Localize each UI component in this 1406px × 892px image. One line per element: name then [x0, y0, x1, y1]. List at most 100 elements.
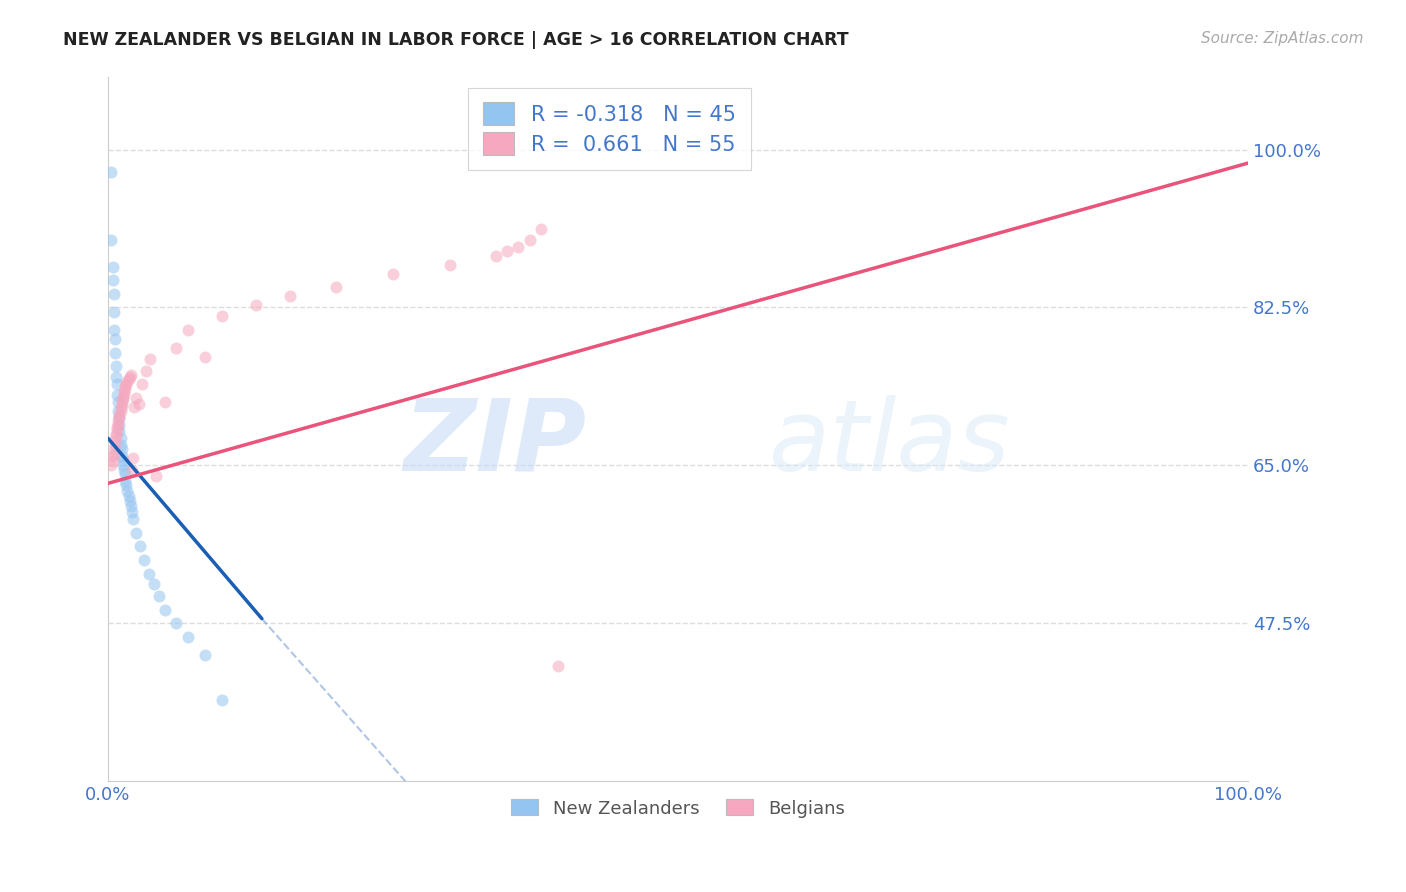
Point — [177, 630, 200, 644]
Point — [111, 392, 134, 407]
Point — [105, 388, 128, 402]
Point — [107, 413, 129, 427]
Point — [125, 525, 148, 540]
Point — [108, 408, 131, 422]
Point — [103, 323, 125, 337]
Point — [118, 370, 141, 384]
Point — [111, 395, 134, 409]
Point — [104, 359, 127, 373]
Point — [111, 390, 134, 404]
Point — [139, 351, 162, 366]
Point — [104, 370, 127, 384]
Point — [496, 244, 519, 258]
Point — [129, 540, 152, 554]
Point — [125, 391, 148, 405]
Point — [103, 305, 125, 319]
Point — [194, 350, 217, 364]
Point — [117, 483, 139, 498]
Point — [117, 372, 139, 386]
Point — [114, 379, 136, 393]
Point — [135, 363, 157, 377]
Point — [484, 249, 506, 263]
Point — [245, 298, 267, 312]
Point — [138, 566, 160, 581]
Point — [114, 467, 136, 482]
Point — [153, 602, 176, 616]
Point — [508, 240, 530, 254]
Point — [114, 474, 136, 488]
Point — [115, 478, 138, 492]
Point — [165, 616, 187, 631]
Point — [107, 395, 129, 409]
Point — [103, 442, 125, 456]
Point — [100, 233, 122, 247]
Point — [107, 417, 129, 431]
Point — [211, 693, 233, 707]
Point — [111, 453, 134, 467]
Point — [105, 377, 128, 392]
Point — [104, 433, 127, 447]
Point — [547, 658, 569, 673]
Point — [194, 648, 217, 662]
Point — [111, 458, 134, 473]
Point — [114, 382, 136, 396]
Point — [104, 429, 127, 443]
Point — [439, 258, 461, 272]
Point — [134, 553, 156, 567]
Point — [104, 438, 127, 452]
Point — [112, 387, 135, 401]
Point — [112, 463, 135, 477]
Point — [105, 422, 128, 436]
Point — [381, 267, 404, 281]
Text: NEW ZEALANDER VS BELGIAN IN LABOR FORCE | AGE > 16 CORRELATION CHART: NEW ZEALANDER VS BELGIAN IN LABOR FORCE … — [63, 31, 849, 49]
Point — [108, 411, 131, 425]
Point — [108, 410, 131, 425]
Point — [142, 577, 165, 591]
Point — [101, 260, 124, 274]
Point — [110, 431, 132, 445]
Point — [177, 323, 200, 337]
Point — [280, 289, 302, 303]
Point — [101, 273, 124, 287]
Point — [211, 310, 233, 324]
Point — [145, 469, 167, 483]
Point — [103, 446, 125, 460]
Point — [519, 233, 541, 247]
Point — [101, 454, 124, 468]
Point — [111, 450, 134, 464]
Point — [121, 505, 143, 519]
Point — [111, 442, 134, 456]
Point — [148, 589, 170, 603]
Point — [115, 377, 138, 392]
Point — [100, 165, 122, 179]
Point — [105, 419, 128, 434]
Point — [122, 512, 145, 526]
Point — [108, 424, 131, 438]
Point — [128, 397, 150, 411]
Point — [104, 426, 127, 441]
Point — [110, 438, 132, 452]
Point — [112, 384, 135, 399]
Point — [120, 499, 142, 513]
Point — [103, 287, 125, 301]
Point — [111, 398, 134, 412]
Point — [325, 279, 347, 293]
Point — [120, 368, 142, 383]
Point — [153, 395, 176, 409]
Point — [104, 345, 127, 359]
Point — [118, 494, 141, 508]
Point — [104, 332, 127, 346]
Point — [107, 404, 129, 418]
Text: ZIP: ZIP — [404, 395, 586, 491]
Point — [117, 489, 139, 503]
Point — [530, 222, 553, 236]
Point — [122, 400, 145, 414]
Point — [100, 458, 122, 473]
Text: Source: ZipAtlas.com: Source: ZipAtlas.com — [1201, 31, 1364, 46]
Point — [110, 401, 132, 416]
Point — [101, 450, 124, 464]
Legend: New Zealanders, Belgians: New Zealanders, Belgians — [503, 792, 852, 825]
Point — [165, 341, 187, 355]
Point — [131, 377, 153, 392]
Point — [110, 404, 132, 418]
